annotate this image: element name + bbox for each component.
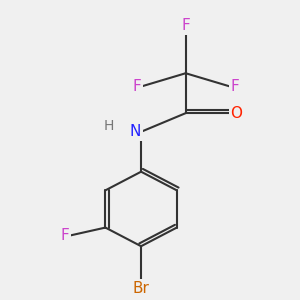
Text: N: N (130, 124, 141, 139)
Text: N: N (130, 124, 141, 139)
Text: O: O (230, 106, 242, 121)
Text: F: F (230, 79, 239, 94)
Text: F: F (230, 79, 239, 94)
Text: F: F (181, 18, 190, 33)
Text: F: F (61, 228, 70, 243)
Text: F: F (181, 18, 190, 33)
Text: Br: Br (133, 281, 149, 296)
Text: Br: Br (133, 281, 149, 296)
Text: H: H (104, 119, 114, 134)
Text: O: O (230, 106, 242, 121)
Text: F: F (61, 228, 70, 243)
Text: F: F (132, 79, 141, 94)
Text: H: H (104, 119, 114, 134)
Text: F: F (132, 79, 141, 94)
